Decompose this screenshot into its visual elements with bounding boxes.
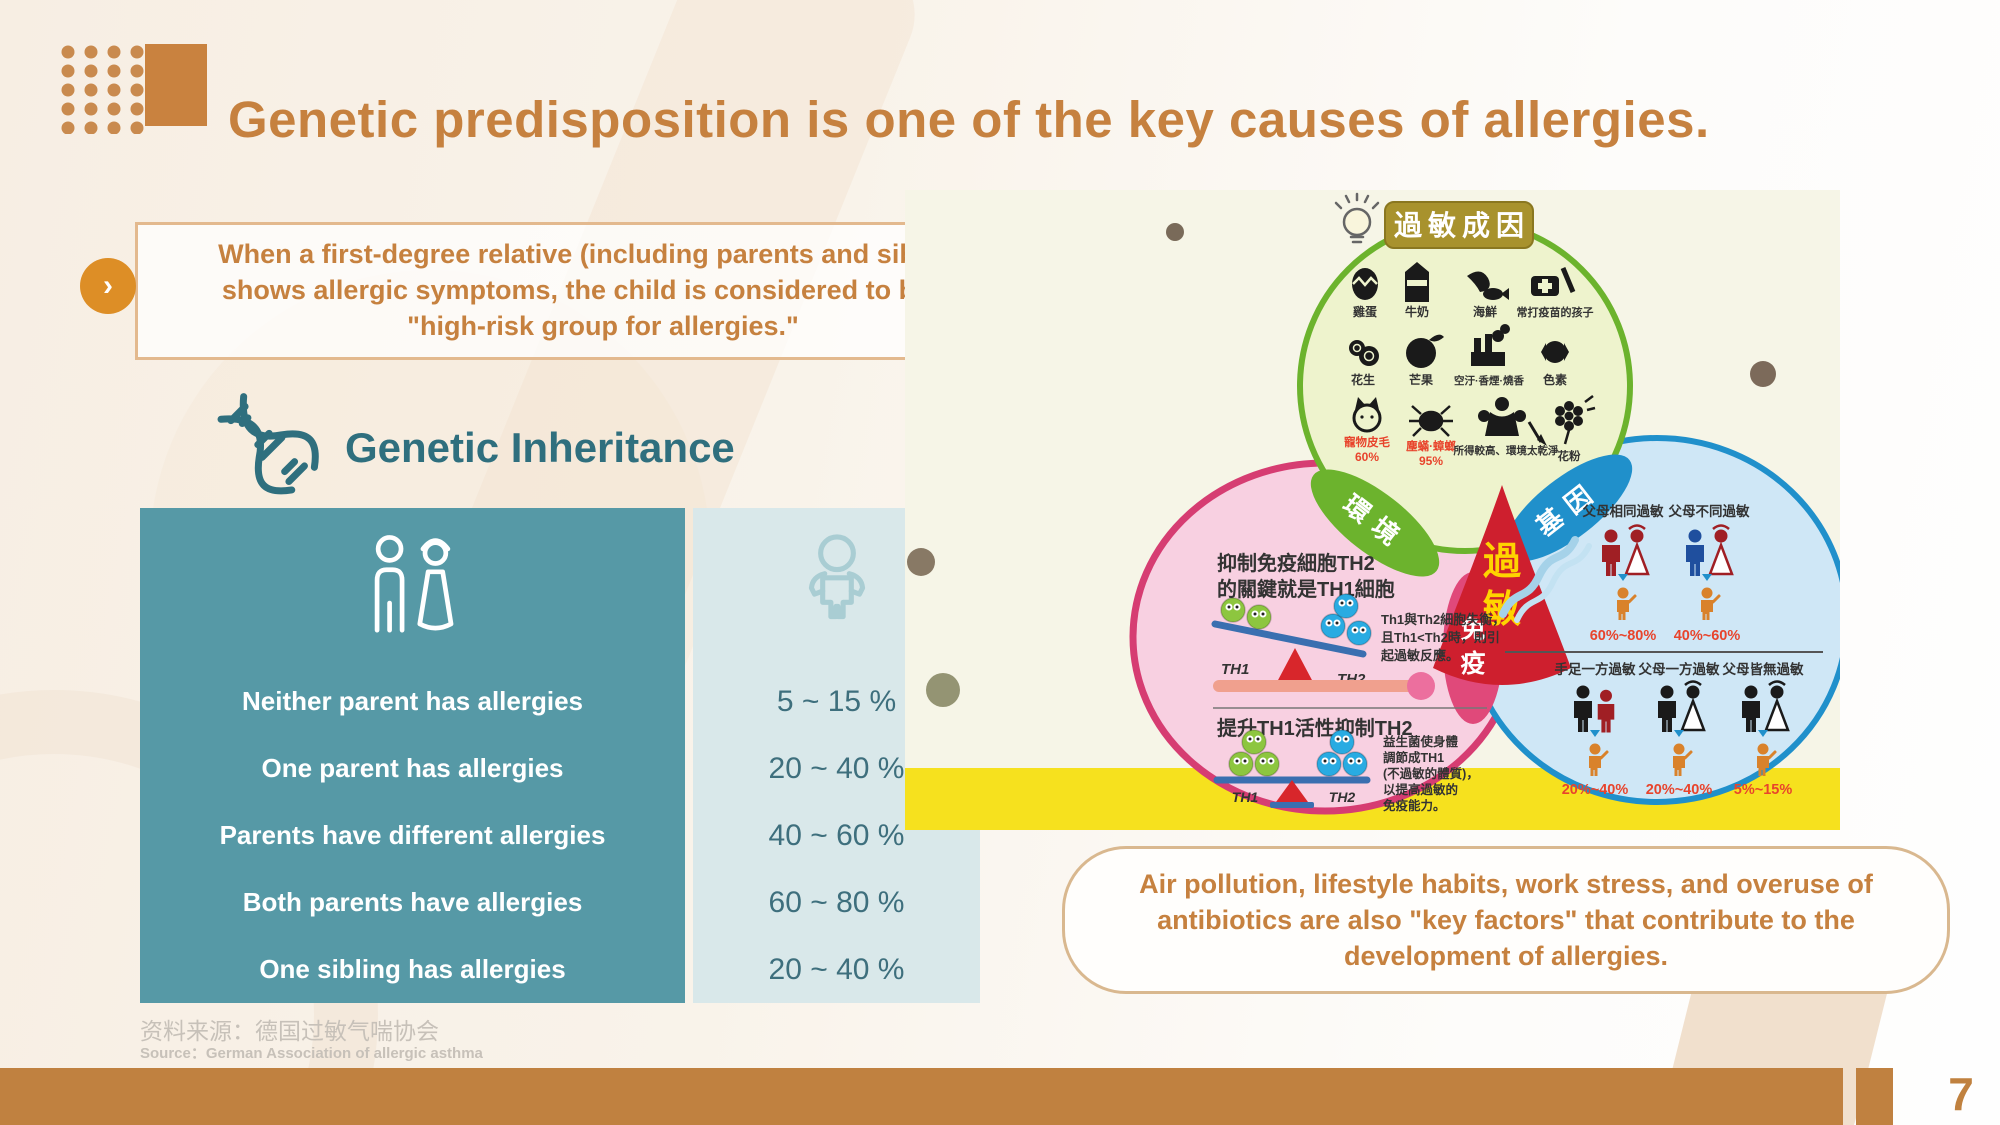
pollen-flower-icon bbox=[1555, 395, 1596, 445]
allergen-label-pet: 寵物皮毛 bbox=[1344, 435, 1390, 449]
baby-icon bbox=[808, 534, 865, 620]
key-factors-callout-text: Air pollution, lifestyle habits, work st… bbox=[1139, 868, 1873, 972]
wealth-clean-icon bbox=[1478, 397, 1547, 446]
high-risk-callout-text: When a first-degree relative (including … bbox=[218, 239, 988, 341]
gene-row1-label2: 父母不同過敏 bbox=[1668, 503, 1750, 519]
egg-icon bbox=[1352, 268, 1378, 300]
allergen-pct-mite: 95% bbox=[1419, 454, 1443, 468]
immunity-note2-line1: 益生菌使身體 bbox=[1383, 734, 1459, 749]
allergen-icons-row1 bbox=[1352, 262, 1576, 302]
allergy-label-char1: 過 bbox=[1483, 541, 1522, 583]
th2-label-2: TH2 bbox=[1329, 789, 1356, 805]
table-gap bbox=[685, 508, 693, 668]
gene-row1-value1: 60%~80% bbox=[1590, 628, 1657, 644]
allergen-label: 芒果 bbox=[1409, 372, 1433, 387]
gene-row2-value2: 20%~40% bbox=[1646, 782, 1713, 798]
candy-icon bbox=[1541, 341, 1569, 363]
nav-previous-button[interactable]: › bbox=[80, 258, 136, 314]
table-row-label: Parents have different allergies bbox=[140, 802, 685, 869]
allergen-icons-row2 bbox=[1349, 324, 1569, 368]
table-row-value: 20 ~ 40 % bbox=[693, 936, 980, 1003]
dot-grid-ornament bbox=[61, 45, 144, 134]
badge-background bbox=[1384, 201, 1534, 249]
peanut-icon bbox=[1349, 340, 1379, 366]
dna-squiggle bbox=[1499, 536, 1592, 623]
footer-accent-block bbox=[1856, 1068, 1893, 1125]
gene-row2-label1: 手足一方過敏 bbox=[1555, 661, 1636, 677]
allergen-label-mite: 塵蟎·蟑螂 bbox=[1406, 439, 1456, 453]
allergy-causes-infographic: 環境 基因 過 敏 免 疫 過敏成因 雞蛋 牛奶 海鮮 常打疫苗的孩子 bbox=[905, 190, 1850, 830]
source-line-english: Source：German Association of allergic as… bbox=[140, 1045, 483, 1062]
vaccine-icon bbox=[1531, 267, 1576, 296]
th-seesaw-balanced bbox=[1213, 729, 1371, 808]
seafood-icon bbox=[1467, 271, 1509, 300]
allergen-label: 常打疫苗的孩子 bbox=[1517, 305, 1594, 319]
parents-couple-icon bbox=[374, 534, 454, 633]
dust-mite-icon bbox=[1409, 405, 1453, 437]
section-heading: Genetic Inheritance bbox=[345, 424, 735, 471]
gene-lens bbox=[1503, 454, 1633, 562]
infographic-title-badge: 過敏成因 bbox=[1394, 210, 1530, 241]
allergen-label-wealth: 所得較高、環境太乾淨 bbox=[1454, 444, 1559, 457]
allergen-label-pollen: 花粉 bbox=[1558, 449, 1581, 463]
salmon-bar bbox=[1213, 680, 1418, 692]
page-number: 7 bbox=[1948, 1068, 1974, 1120]
th1-label: TH1 bbox=[1221, 661, 1249, 678]
immunity-note1-line2: 且Th1<Th2時，則引 bbox=[1381, 630, 1500, 645]
immunity-note2-line2: 調節成TH1 bbox=[1383, 750, 1444, 765]
pollen-specks bbox=[907, 223, 1841, 707]
th1-label-2: TH1 bbox=[1232, 789, 1259, 805]
immunity-note2-line3: (不過敏的體質)， bbox=[1383, 766, 1479, 781]
lightbulb-icon bbox=[1334, 192, 1380, 244]
table-header-parents bbox=[140, 508, 685, 668]
immunity-note2-line4: 以提高過敏的 bbox=[1383, 782, 1458, 797]
page-title: Genetic predisposition is one of the key… bbox=[228, 91, 1710, 149]
source-line-chinese: 资料来源：德国过敏气喘协会 bbox=[140, 1018, 439, 1044]
immunity-title1-line1: 抑制免疫細胞TH2 bbox=[1217, 551, 1375, 575]
milk-icon bbox=[1405, 262, 1429, 302]
gene-row2-label3: 父母皆無過敏 bbox=[1722, 661, 1804, 677]
allergen-label: 花生 bbox=[1351, 372, 1375, 387]
immunity-note1-line1: Th1與Th2細胞失衡， bbox=[1381, 612, 1505, 627]
immunity-note2-line5: 免疫能力。 bbox=[1383, 798, 1446, 813]
footer-bar bbox=[0, 1068, 1843, 1125]
gene-row1-value2: 40%~60% bbox=[1674, 628, 1741, 644]
table-row-label: Both parents have allergies bbox=[140, 869, 685, 936]
cat-icon bbox=[1352, 397, 1382, 433]
gene-row1-label1: 父母相同過敏 bbox=[1582, 503, 1664, 519]
allergen-label: 海鮮 bbox=[1473, 304, 1497, 319]
factory-smoke-icon bbox=[1471, 324, 1510, 366]
venn-diagram: 環境 基因 過 敏 免 疫 過敏成因 雞蛋 牛奶 海鮮 常打疫苗的孩子 bbox=[905, 192, 1850, 830]
table-row-label: One parent has allergies bbox=[140, 735, 685, 802]
key-factors-callout: Air pollution, lifestyle habits, work st… bbox=[1062, 846, 1950, 994]
table-row-label: Neither parent has allergies bbox=[140, 668, 685, 735]
immunity-label-char2: 疫 bbox=[1460, 649, 1485, 678]
table-row-label: One sibling has allergies bbox=[140, 936, 685, 1003]
immunity-title1-line2: 的關鍵就是TH1細胞 bbox=[1217, 577, 1395, 601]
env-lens bbox=[1310, 469, 1440, 577]
allergy-center-wedge bbox=[1433, 485, 1571, 685]
immunity-label-char1: 免 bbox=[1460, 615, 1485, 644]
allergen-label: 空汙·香煙·燒香 bbox=[1454, 374, 1524, 387]
table-row-value: 60 ~ 80 % bbox=[693, 869, 980, 936]
dna-icon bbox=[217, 393, 319, 495]
gene-row2-value3: 5%~15% bbox=[1734, 782, 1793, 798]
immunity-note1-line3: 起過敏反應。 bbox=[1380, 648, 1459, 663]
mango-icon bbox=[1406, 334, 1444, 368]
title-accent-square bbox=[145, 44, 207, 126]
allergen-icons-row3 bbox=[1352, 395, 1596, 446]
allergen-label: 色素 bbox=[1543, 372, 1567, 387]
gene-row2-label2: 父母一方過敏 bbox=[1638, 661, 1720, 677]
salmon-bar-blob bbox=[1407, 672, 1435, 700]
allergen-label: 牛奶 bbox=[1405, 304, 1429, 319]
allergen-pct-pet: 60% bbox=[1355, 450, 1379, 464]
gene-row2-value1: 20%~40% bbox=[1562, 782, 1629, 798]
inheritance-table: Neither parent has allergies 5 ~ 15 % On… bbox=[140, 508, 980, 1003]
allergen-label: 雞蛋 bbox=[1352, 304, 1377, 319]
